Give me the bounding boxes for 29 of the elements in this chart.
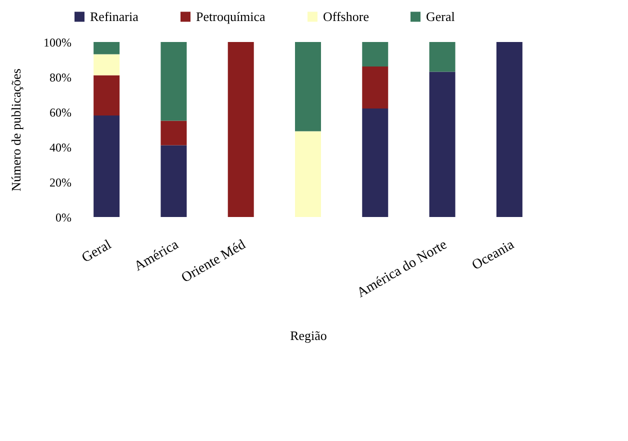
bar <box>94 75 120 116</box>
bar <box>228 42 254 217</box>
y-tick-label: 20% <box>50 176 72 190</box>
y-tick-label: 80% <box>50 70 72 84</box>
bar <box>160 145 187 217</box>
y-tick-label: 100% <box>44 36 72 50</box>
y-tick-label: 40% <box>50 140 72 154</box>
y-axis-title: Número de publicações <box>8 68 24 192</box>
bar <box>94 54 120 76</box>
bar <box>160 120 187 146</box>
bar <box>362 42 388 66</box>
bar <box>362 108 388 217</box>
bar <box>94 42 120 54</box>
bar <box>295 131 321 217</box>
y-tick-label: 60% <box>50 106 72 120</box>
bar <box>295 42 321 132</box>
bar <box>94 116 120 217</box>
bar <box>429 72 456 217</box>
bar <box>429 42 456 72</box>
bar <box>160 42 187 121</box>
y-tick-label: 0% <box>56 210 72 224</box>
legend-label: Petroquímica <box>196 8 266 24</box>
legend-label: Offshore <box>323 8 370 24</box>
legend-label: Refinaria <box>90 8 139 24</box>
legend-label: Geral <box>426 8 456 24</box>
x-tick-label: Geral <box>80 237 114 266</box>
bar <box>362 66 388 108</box>
x-axis-title: Região <box>290 328 327 344</box>
bar <box>496 42 522 217</box>
